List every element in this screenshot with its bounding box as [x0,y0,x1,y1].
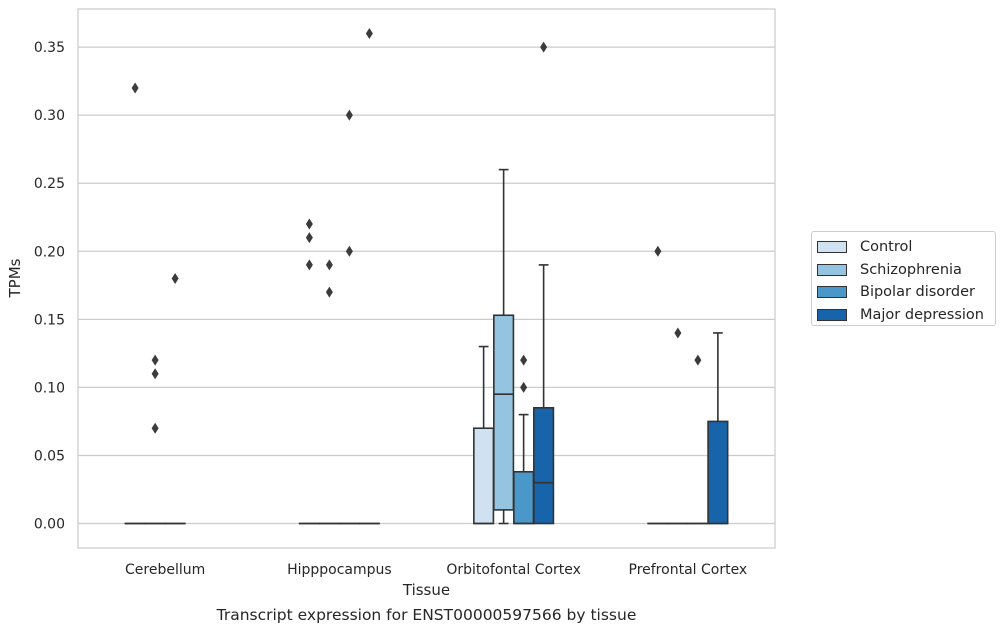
legend: Control Schizophrenia Bipolar disorder Majo… [811,231,996,326]
box-rect [473,427,495,525]
y-tick-label: 0.15 [34,312,65,328]
legend-item: Control [817,236,995,259]
y-tick-label: 0.35 [34,40,65,56]
x-tick-label: Hipppocampus [287,562,392,578]
box-rect [513,470,535,525]
y-tick-label: 0.20 [34,244,65,260]
legend-swatch [817,308,847,321]
legend-swatch [817,286,847,299]
outlier-point [520,381,528,393]
legend-swatch [817,241,847,254]
outlier-point [694,354,702,366]
legend-item: Schizophrenia [817,259,995,282]
plot-frame [77,8,776,549]
outlier-point [151,422,159,434]
plot-background [78,9,775,548]
legend-label: Bipolar disorder [860,284,975,301]
box-3-1 [358,28,380,525]
legend-label: Schizophrenia [860,261,962,278]
box-1-3 [667,327,689,525]
y-tick-label: 0.30 [34,108,65,124]
box-3-2 [533,41,555,525]
gridlines [78,46,775,525]
legend-item: Major depression [817,304,995,327]
x-tick-label: Prefrontal Cortex [629,562,748,578]
outlier-point [365,28,373,39]
y-tick-labels: 0.00 0.05 0.10 0.15 0.20 0.25 0.30 0.35 [34,40,65,532]
box-rect [533,407,555,525]
y-tick-label: 0.25 [34,176,65,192]
outlier-point [654,245,662,257]
outlier-point [171,273,179,284]
outlier-point [325,286,333,298]
outlier-point [305,259,313,271]
legend-label: Major depression [860,306,984,323]
outlier-point [674,327,682,339]
box-rect [707,420,729,525]
outlier-point [325,259,333,271]
box-2-2 [513,354,535,525]
legend-swatch [817,263,847,276]
box-3-3 [707,332,729,525]
box-2-0 [164,273,186,525]
x-tick-labels: Cerebellum Hipppocampus Orbitofontal Corte… [125,562,747,578]
box-rect [493,314,515,511]
box-1-2 [493,168,515,525]
box-2-3 [687,354,709,525]
outlier-point [520,354,528,366]
chart-title: Transcript expression for ENST0000059756… [216,606,637,624]
y-tick-label: 0.00 [34,517,65,533]
outlier-point [540,41,548,53]
outlier-point [345,245,353,257]
box-0-1 [298,218,320,525]
x-tick-label: Orbitofontal Cortex [446,562,581,578]
outlier-point [151,354,159,366]
y-axis-label: TPMs [6,258,24,298]
outlier-point [345,109,353,121]
x-tick-label: Cerebellum [125,562,205,578]
outlier-point [305,218,313,230]
box-groups [124,28,729,525]
legend-item: Bipolar disorder [817,281,995,304]
y-tick-label: 0.05 [34,448,65,464]
outlier-point [131,82,139,94]
legend-label: Control [860,239,913,256]
y-tick-label: 0.10 [34,380,65,396]
x-axis-label: Tissue [402,581,450,599]
box-2-1 [338,109,360,525]
outlier-point [151,368,159,380]
outlier-point [305,232,313,244]
